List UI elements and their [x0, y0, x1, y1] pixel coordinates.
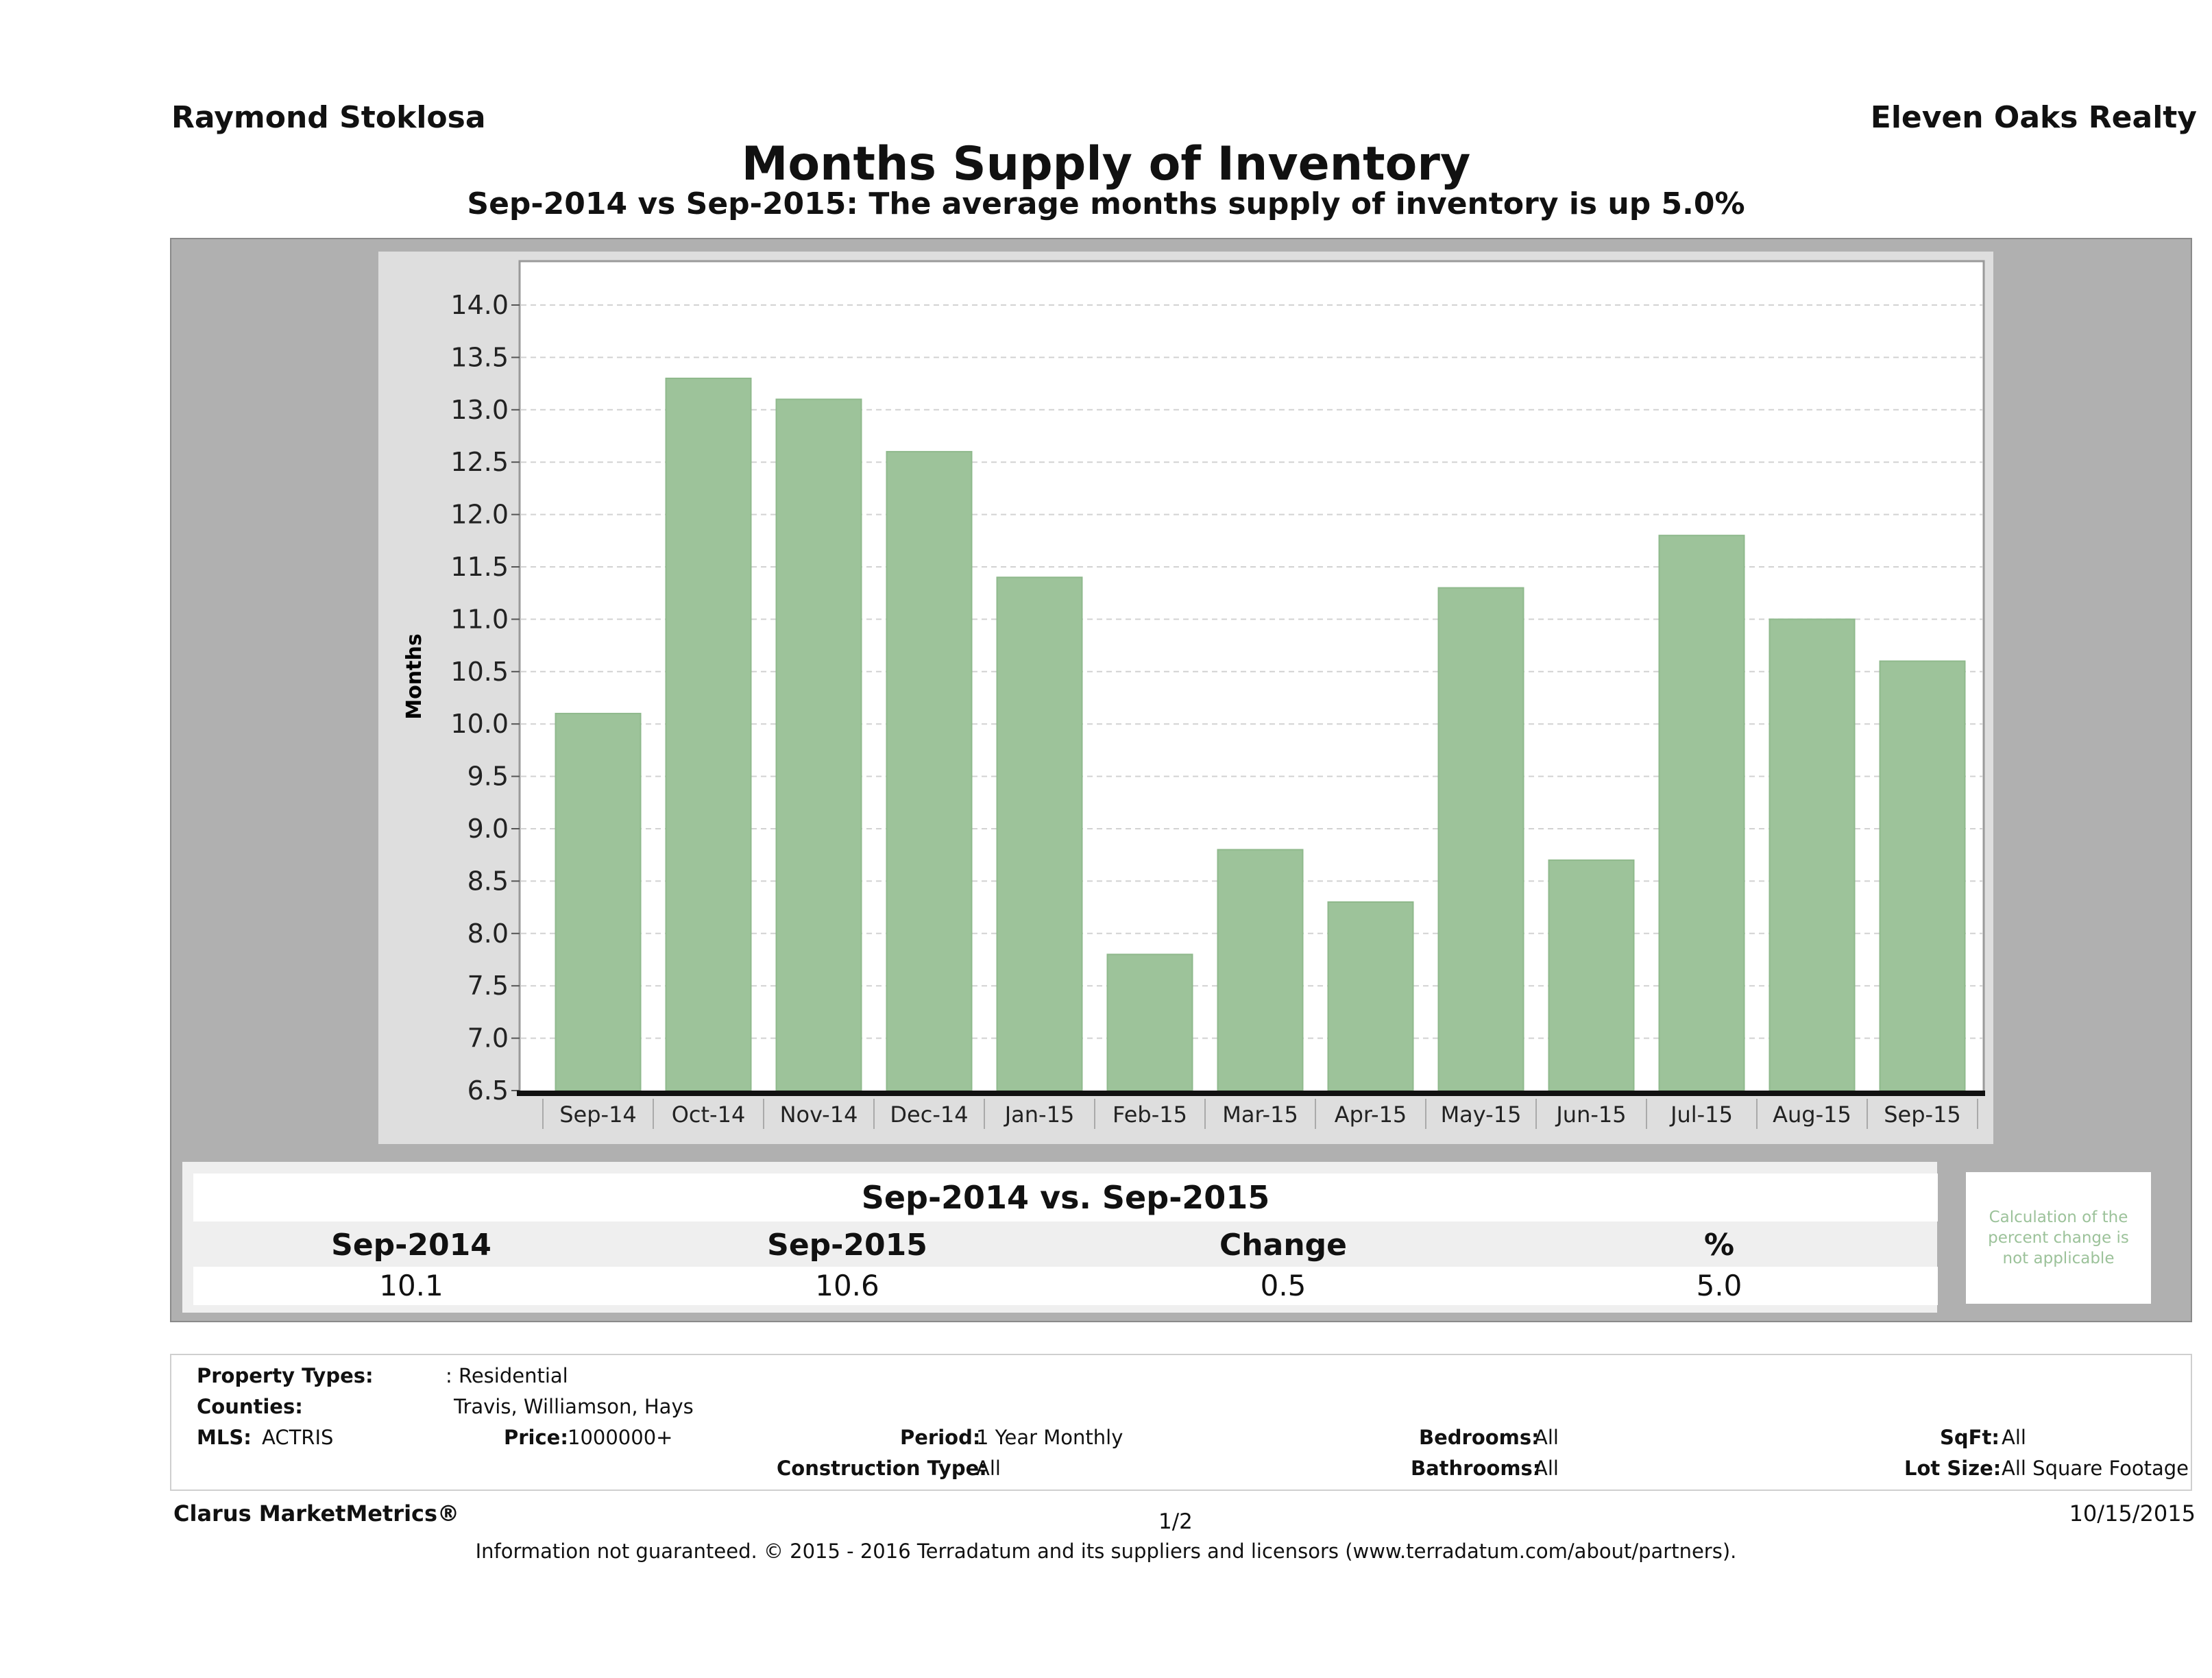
y-tick-label: 10.0 [450, 709, 509, 739]
x-tick-label: Sep-15 [1884, 1102, 1961, 1128]
y-tick-label: 7.0 [467, 1023, 509, 1054]
sqft-label: SqFt: [1940, 1426, 2000, 1449]
bar-mar-15 [1217, 849, 1304, 1091]
period-value: 1 Year Monthly [976, 1426, 1123, 1449]
bar-jun-15 [1548, 859, 1635, 1092]
x-tick-label: Dec-14 [890, 1102, 968, 1128]
construction-type-value: All [976, 1457, 1001, 1480]
bathrooms-value: All [1534, 1457, 1559, 1480]
x-tick-label: Feb-15 [1113, 1102, 1187, 1128]
percent-change-note-text: Calculation of the percent change is not… [1988, 1208, 2129, 1267]
lot-size-value: All Square Footage [2002, 1457, 2189, 1480]
footer-brand: Clarus MarketMetrics® [173, 1500, 460, 1527]
criteria-box [170, 1354, 2192, 1491]
report-date: 10/15/2015 [2069, 1500, 2196, 1527]
company-name: Eleven Oaks Realty [1870, 100, 2197, 135]
bar-apr-15 [1327, 901, 1414, 1092]
chart-title: Months Supply of Inventory [741, 137, 1471, 191]
y-tick-label: 6.5 [467, 1075, 509, 1106]
property-types-label: Property Types: [197, 1364, 374, 1387]
x-tick-label: Jun-15 [1555, 1102, 1626, 1128]
bar-nov-14 [775, 398, 862, 1091]
x-tick-label: Jul-15 [1669, 1102, 1733, 1128]
y-tick-label: 12.0 [450, 500, 509, 530]
bar-may-15 [1437, 587, 1524, 1091]
y-tick-label: 7.5 [467, 971, 509, 1001]
x-tick-label: May-15 [1441, 1102, 1522, 1128]
y-tick-label: 11.0 [450, 604, 509, 634]
summary-header-percent: % [1703, 1228, 1735, 1263]
summary-header-sep-2015: Sep-2015 [767, 1228, 927, 1263]
x-tick-label: Jan-15 [1004, 1102, 1075, 1128]
bar-oct-14 [665, 377, 752, 1092]
x-tick-label: Mar-15 [1222, 1102, 1298, 1128]
price-value: 1000000+ [568, 1426, 673, 1449]
summary-header-change: Change [1219, 1228, 1347, 1263]
disclaimer: Information not guaranteed. © 2015 - 201… [475, 1540, 1737, 1563]
summary-value-sep-2015: 10.6 [815, 1269, 879, 1302]
summary-value-percent: 5.0 [1696, 1269, 1742, 1302]
mls-label: MLS: [197, 1426, 252, 1449]
bar-aug-15 [1769, 618, 1856, 1091]
construction-type-label: Construction Type: [777, 1457, 987, 1480]
page-number: 1/2 [1158, 1509, 1193, 1534]
y-tick-label: 13.5 [450, 342, 509, 372]
y-tick-label: 11.5 [450, 552, 509, 582]
price-label: Price: [504, 1426, 568, 1449]
mls-value: ACTRIS [262, 1426, 334, 1449]
x-tick-label: Aug-15 [1773, 1102, 1851, 1128]
bathrooms-label: Bathrooms: [1411, 1457, 1541, 1480]
counties-label: Counties: [197, 1395, 303, 1418]
x-tick-label: Oct-14 [672, 1102, 746, 1128]
counties-value: Travis, Williamson, Hays [454, 1395, 694, 1418]
y-tick-label: 9.0 [467, 814, 509, 844]
bedrooms-value: All [1534, 1426, 1559, 1449]
lot-size-label: Lot Size: [1904, 1457, 2002, 1480]
bedrooms-label: Bedrooms: [1419, 1426, 1540, 1449]
bar-jan-15 [996, 576, 1083, 1091]
summary-values-row [193, 1267, 1938, 1305]
y-tick-label: 8.0 [467, 919, 509, 949]
x-tick-label: Nov-14 [780, 1102, 858, 1128]
chart-area: 6.5 7.0 7.5 8.0 8.5 9.0 9.5 10.0 10.5 11.0 11.5 12.… [378, 252, 1993, 1144]
period-label: Period: [900, 1426, 981, 1449]
chart-subtitle: Sep-2014 vs Sep-2015: The average months… [467, 186, 1745, 221]
percent-change-note: Calculation of the percent change is not… [1966, 1172, 2151, 1304]
y-axis-label: Months [402, 633, 426, 719]
bar-chart: 6.5 7.0 7.5 8.0 8.5 9.0 9.5 10.0 10.5 11.0 11.5 12.… [402, 260, 1985, 1129]
summary-header-sep-2014: Sep-2014 [331, 1228, 491, 1263]
y-tick-label: 14.0 [450, 290, 509, 320]
y-tick-label: 13.0 [450, 395, 509, 425]
summary-value-sep-2014: 10.1 [379, 1269, 443, 1302]
bar-feb-15 [1106, 953, 1193, 1091]
bar-sep-14 [555, 712, 642, 1091]
summary-value-change: 0.5 [1260, 1269, 1306, 1302]
x-tick-label: Apr-15 [1335, 1102, 1407, 1128]
bar-jul-15 [1658, 535, 1745, 1092]
bar-dec-14 [886, 450, 973, 1092]
x-tick-label: Sep-14 [559, 1102, 637, 1128]
y-tick-label: 9.5 [467, 762, 509, 792]
property-types-value: : Residential [446, 1364, 568, 1387]
bar-sep-15 [1879, 660, 1966, 1091]
agent-name: Raymond Stoklosa [171, 100, 486, 135]
summary-title: Sep-2014 vs. Sep-2015 [193, 1174, 1938, 1221]
y-tick-label: 8.5 [467, 866, 509, 896]
y-tick-label: 10.5 [450, 657, 509, 687]
y-tick-label: 12.5 [450, 447, 509, 477]
sqft-value: All [2002, 1426, 2026, 1449]
